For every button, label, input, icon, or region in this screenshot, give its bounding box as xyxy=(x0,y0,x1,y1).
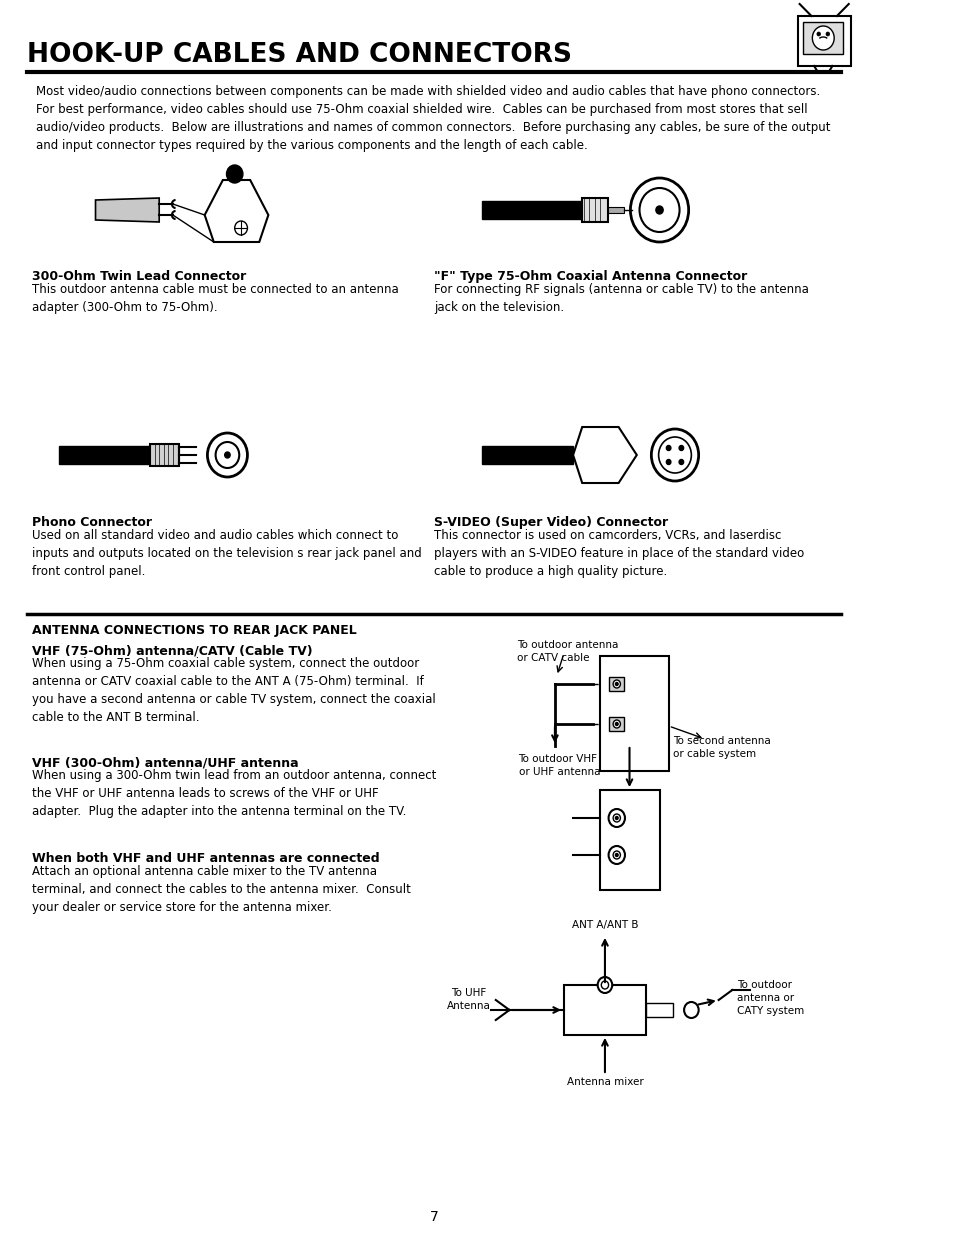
Bar xyxy=(645,1003,673,1016)
Bar xyxy=(599,656,668,771)
Text: To outdoor antenna
or CATV cable: To outdoor antenna or CATV cable xyxy=(517,640,618,663)
Circle shape xyxy=(665,446,670,451)
Text: Attach an optional antenna cable mixer to the TV antenna
terminal, and connect t: Attach an optional antenna cable mixer t… xyxy=(31,864,411,914)
Circle shape xyxy=(597,977,612,993)
Circle shape xyxy=(226,165,243,183)
Text: Phono Connector: Phono Connector xyxy=(31,516,152,529)
Bar xyxy=(59,446,150,464)
Text: For connecting RF signals (antenna or cable TV) to the antenna
jack on the telev: For connecting RF signals (antenna or ca… xyxy=(434,283,808,314)
Circle shape xyxy=(656,206,662,214)
Circle shape xyxy=(613,680,619,688)
Circle shape xyxy=(816,32,820,36)
Bar xyxy=(563,986,645,1035)
Text: To second antenna
or cable system: To second antenna or cable system xyxy=(673,736,770,760)
Bar xyxy=(481,201,581,219)
Polygon shape xyxy=(205,180,268,242)
Text: S-VIDEO (Super Video) Connector: S-VIDEO (Super Video) Connector xyxy=(434,516,667,529)
Text: Most video/audio connections between components can be made with shielded video : Most video/audio connections between com… xyxy=(36,85,830,152)
Circle shape xyxy=(615,853,618,857)
Circle shape xyxy=(613,814,619,823)
Text: ANT A/ANT B: ANT A/ANT B xyxy=(571,920,638,930)
Text: To outdoor VHF
or UHF antenna: To outdoor VHF or UHF antenna xyxy=(518,755,599,777)
Circle shape xyxy=(608,809,624,827)
Text: This connector is used on camcorders, VCRs, and laserdisc
players with an S-VIDE: This connector is used on camcorders, VC… xyxy=(434,529,803,578)
Text: 300-Ohm Twin Lead Connector: 300-Ohm Twin Lead Connector xyxy=(31,270,246,283)
Circle shape xyxy=(679,459,683,464)
Bar xyxy=(150,445,179,466)
Circle shape xyxy=(615,816,618,820)
Circle shape xyxy=(665,459,670,464)
Circle shape xyxy=(600,981,608,989)
Bar xyxy=(797,16,850,65)
Circle shape xyxy=(630,178,688,242)
Text: To outdoor
antenna or
CATY system: To outdoor antenna or CATY system xyxy=(736,981,803,1016)
Circle shape xyxy=(615,722,618,725)
Circle shape xyxy=(658,437,691,473)
Text: ANTENNA CONNECTIONS TO REAR JACK PANEL: ANTENNA CONNECTIONS TO REAR JACK PANEL xyxy=(31,624,356,637)
Text: Antenna mixer: Antenna mixer xyxy=(566,1077,642,1087)
Text: "F" Type 75-Ohm Coaxial Antenna Connector: "F" Type 75-Ohm Coaxial Antenna Connecto… xyxy=(434,270,746,283)
Bar xyxy=(802,22,842,54)
Bar xyxy=(607,207,623,212)
Circle shape xyxy=(651,429,698,480)
Circle shape xyxy=(608,846,624,864)
Circle shape xyxy=(225,452,230,458)
Circle shape xyxy=(207,433,247,477)
Text: When using a 75-Ohm coaxial cable system, connect the outdoor
antenna or CATV co: When using a 75-Ohm coaxial cable system… xyxy=(31,657,436,724)
Text: Used on all standard video and audio cables which connect to
inputs and outputs : Used on all standard video and audio cab… xyxy=(31,529,421,578)
Bar xyxy=(581,198,607,222)
Circle shape xyxy=(613,851,619,860)
Text: VHF (75-Ohm) antenna/CATV (Cable TV): VHF (75-Ohm) antenna/CATV (Cable TV) xyxy=(31,643,313,657)
Circle shape xyxy=(613,720,619,727)
Text: 7: 7 xyxy=(429,1210,437,1224)
Circle shape xyxy=(234,221,247,235)
Circle shape xyxy=(679,446,683,451)
Bar xyxy=(609,718,623,731)
Circle shape xyxy=(812,26,833,49)
Text: To UHF
Antenna: To UHF Antenna xyxy=(446,988,490,1011)
Text: When using a 300-Ohm twin lead from an outdoor antenna, connect
the VHF or UHF a: When using a 300-Ohm twin lead from an o… xyxy=(31,769,436,818)
Text: VHF (300-Ohm) antenna/UHF antenna: VHF (300-Ohm) antenna/UHF antenna xyxy=(31,756,298,769)
Bar xyxy=(599,790,659,890)
Circle shape xyxy=(825,32,829,36)
Text: HOOK-UP CABLES AND CONNECTORS: HOOK-UP CABLES AND CONNECTORS xyxy=(28,42,572,68)
Polygon shape xyxy=(573,427,636,483)
Circle shape xyxy=(215,442,239,468)
Bar xyxy=(481,446,573,464)
Circle shape xyxy=(615,683,618,685)
Bar xyxy=(609,677,623,692)
Polygon shape xyxy=(95,198,159,222)
Circle shape xyxy=(639,188,679,232)
Text: This outdoor antenna cable must be connected to an antenna
adapter (300-Ohm to 7: This outdoor antenna cable must be conne… xyxy=(31,283,398,314)
Circle shape xyxy=(683,1002,698,1018)
Text: When both VHF and UHF antennas are connected: When both VHF and UHF antennas are conne… xyxy=(31,852,379,864)
